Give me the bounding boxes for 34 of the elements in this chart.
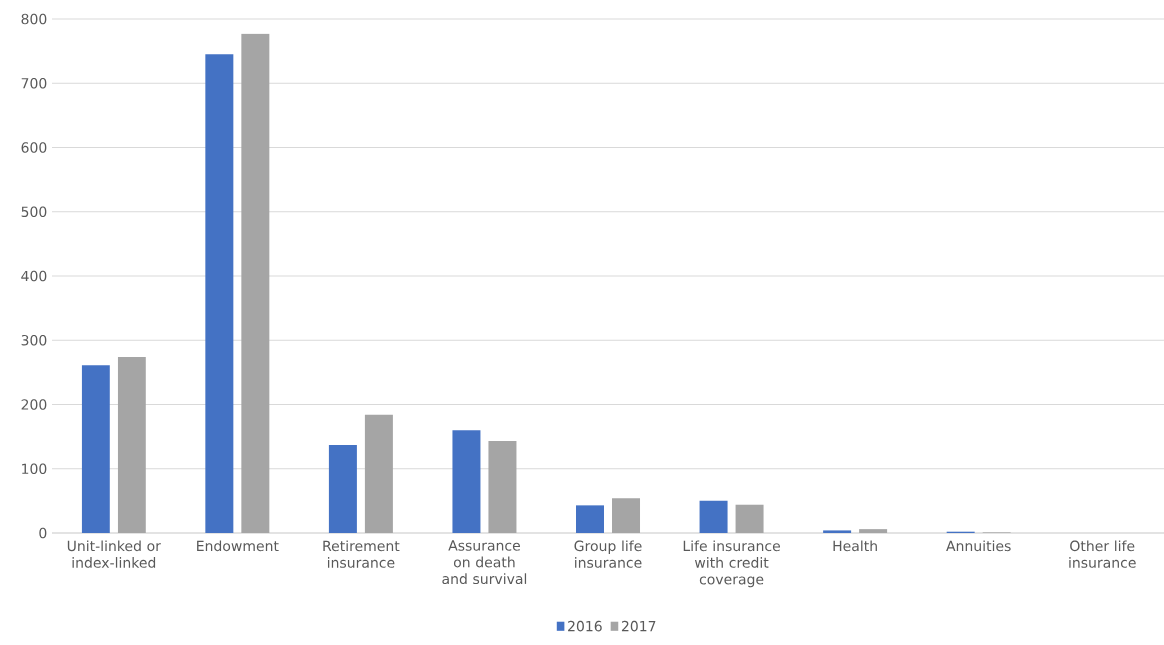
x-tick-label: Other life insurance (1069, 540, 1136, 568)
legend-label: 2017 (621, 620, 656, 632)
y-tick-label: 200 (21, 399, 47, 410)
bar (117, 356, 146, 533)
bar (81, 365, 110, 533)
y-tick-label: 600 (21, 142, 47, 153)
bar (328, 444, 357, 533)
bar (699, 500, 728, 533)
y-tick-label: 400 (21, 270, 47, 282)
bar (859, 529, 888, 533)
bar (364, 414, 393, 533)
bar (576, 505, 605, 533)
x-tick-label: Annuities (946, 540, 1011, 552)
x-tick-label: Life insurance with credit coverage (683, 540, 780, 588)
bar (735, 504, 764, 533)
bar (241, 33, 270, 533)
x-tick-label: Group life insurance (574, 540, 642, 568)
x-tick-label: Assurance on death and survival (442, 540, 527, 585)
bar (452, 430, 481, 533)
y-tick-label: 0 (39, 527, 47, 539)
y-tick-label: 300 (21, 334, 47, 346)
y-tick-label: 100 (22, 463, 47, 475)
legend-label: 2016 (568, 620, 602, 632)
bar (612, 498, 641, 533)
x-tick-label: Unit-linked or index-linked (67, 540, 161, 568)
x-tick-label: Retirement insurance (323, 540, 400, 568)
bar (488, 441, 517, 533)
x-tick-label: Endowment (197, 540, 279, 552)
y-tick-label: 500 (21, 206, 47, 218)
bar (823, 530, 852, 533)
x-tick-label: Health (833, 540, 877, 552)
bar (205, 54, 234, 533)
y-tick-label: 700 (21, 77, 47, 89)
y-tick-label: 800 (21, 13, 47, 25)
